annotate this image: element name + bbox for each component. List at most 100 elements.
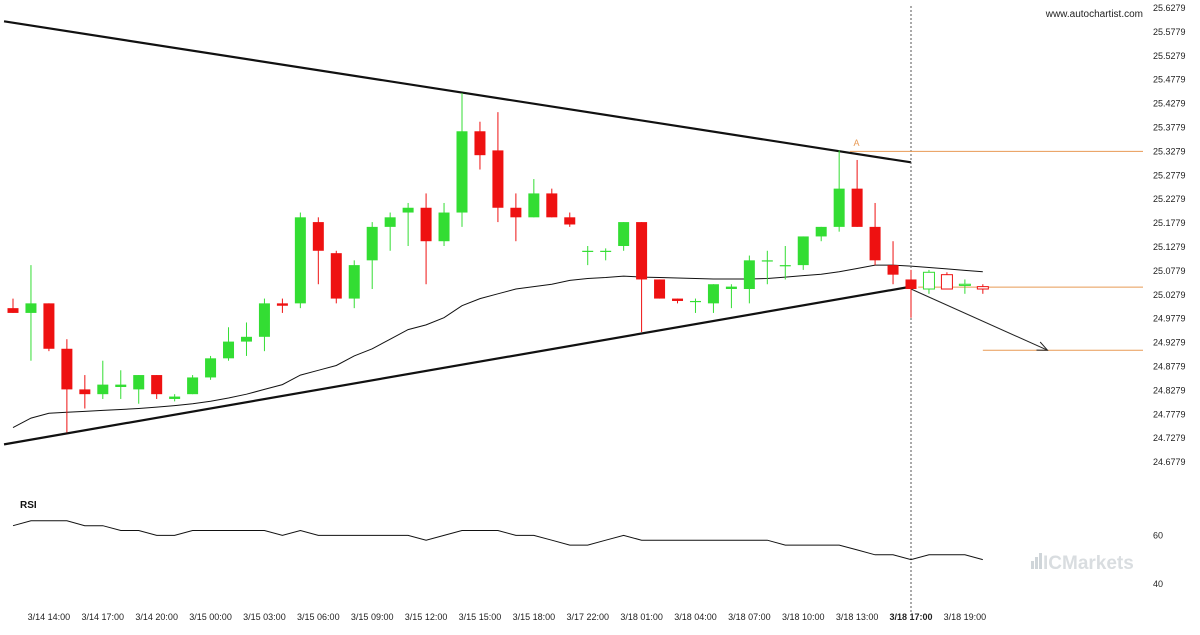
trendline-layer — [3, 20, 912, 446]
y-tick-label: 24.9779 — [1153, 314, 1186, 324]
pattern-level-layer: A — [849, 6, 1143, 612]
candle-body — [546, 193, 558, 218]
y-tick-label: 24.9279 — [1153, 338, 1186, 348]
candle — [582, 245, 594, 266]
candle-body — [258, 303, 270, 337]
x-tick-label: 3/15 15:00 — [459, 612, 502, 622]
candle — [510, 193, 522, 242]
candle-body — [79, 389, 91, 395]
candle-body — [312, 222, 324, 251]
candle-body — [510, 207, 522, 218]
y-tick-label: 25.1279 — [1153, 242, 1186, 252]
y-tick-label: 25.5279 — [1153, 51, 1186, 61]
rsi-title: RSI — [20, 500, 37, 511]
forecast-arrow-head — [1036, 341, 1049, 351]
candle — [797, 236, 809, 270]
candle-body — [761, 260, 773, 262]
candle-body — [276, 303, 288, 306]
x-tick-label: 3/15 12:00 — [405, 612, 448, 622]
x-tick-label: 3/14 20:00 — [135, 612, 178, 622]
y-tick-label: 25.6279 — [1153, 3, 1186, 13]
watermark-logo: ICMarkets — [1031, 553, 1134, 574]
candle-body — [223, 341, 235, 359]
x-axis-ticks: 3/14 14:00 3/14 17:00 3/14 20:00 3/15 00:00… — [28, 612, 987, 622]
candle — [258, 298, 270, 352]
candle-body — [348, 265, 360, 299]
rsi-y-tick-label: 40 — [1153, 579, 1163, 589]
candle-body — [976, 286, 989, 290]
candle — [366, 222, 378, 290]
resistance-trendline — [3, 20, 912, 164]
x-tick-label: 3/18 07:00 — [728, 612, 771, 622]
candle — [115, 370, 127, 399]
brand-url: www.autochartist.com — [1045, 9, 1143, 20]
x-tick-label: 3/18 19:00 — [944, 612, 987, 622]
candle-body — [330, 253, 342, 299]
moving-average-line — [12, 264, 983, 429]
candle-body — [958, 283, 971, 286]
candle-body — [366, 226, 378, 261]
candle — [187, 375, 199, 395]
candle — [869, 202, 881, 266]
candle — [887, 241, 899, 285]
x-tick-label: 3/15 06:00 — [297, 612, 340, 622]
candle-body — [97, 384, 109, 395]
candle — [546, 188, 558, 218]
projection-candle — [958, 279, 971, 294]
moving-average-layer — [12, 264, 983, 429]
candle-body — [474, 131, 486, 156]
candle — [636, 222, 648, 333]
candle — [348, 260, 360, 309]
y-tick-label: 25.3279 — [1153, 146, 1186, 156]
candlestick-layer — [7, 93, 989, 433]
candle — [169, 394, 181, 402]
candle-body — [887, 265, 899, 275]
candle — [240, 322, 252, 356]
candle-body — [240, 336, 252, 342]
candle — [456, 93, 468, 227]
x-tick-label: 3/18 04:00 — [674, 612, 717, 622]
candle-body — [492, 150, 504, 208]
candle-body — [689, 300, 701, 303]
y-tick-label: 25.2279 — [1153, 194, 1186, 204]
candle-body — [564, 217, 576, 225]
pattern-point-a-label: A — [854, 138, 860, 148]
candle-body — [25, 303, 37, 313]
candle — [7, 298, 19, 313]
candle-body — [797, 236, 809, 266]
support-trendline — [3, 285, 912, 446]
candle-body — [725, 286, 737, 290]
candle-body — [294, 217, 306, 304]
x-tick-label: 3/15 18:00 — [513, 612, 556, 622]
y-tick-label: 25.4779 — [1153, 75, 1186, 85]
candle — [689, 298, 701, 313]
candle — [815, 226, 827, 242]
candle — [276, 298, 288, 313]
y-tick-label: 25.3779 — [1153, 123, 1186, 133]
candle-body — [438, 212, 450, 242]
candle-body — [636, 222, 648, 280]
candle-body — [420, 207, 432, 242]
candle-body — [115, 384, 127, 388]
candle — [312, 217, 324, 285]
y-tick-label: 25.5779 — [1153, 27, 1186, 37]
candle-body — [384, 217, 396, 227]
rsi-y-tick-label: 60 — [1153, 530, 1163, 540]
y-tick-label: 24.8279 — [1153, 385, 1186, 395]
candle — [743, 255, 755, 304]
candle — [43, 303, 55, 352]
candle-body — [169, 396, 181, 399]
candle — [672, 298, 684, 304]
candle — [833, 150, 845, 232]
candle — [654, 279, 666, 299]
candle — [618, 222, 630, 251]
candle — [779, 245, 791, 280]
x-tick-label: 3/15 00:00 — [189, 612, 232, 622]
candle — [761, 250, 773, 285]
candle-body — [528, 193, 540, 218]
x-tick-label: 3/18 10:00 — [782, 612, 825, 622]
rsi-line — [12, 520, 983, 561]
candle-body — [869, 226, 881, 261]
